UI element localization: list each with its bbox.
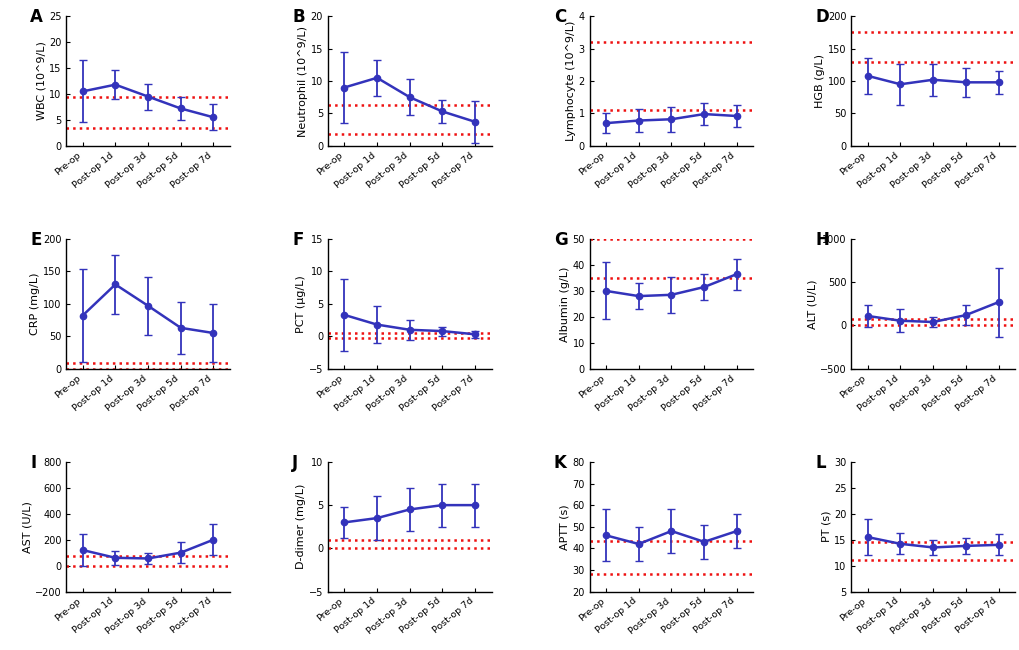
- Y-axis label: AST (U/L): AST (U/L): [22, 500, 32, 552]
- Y-axis label: APTT (s): APTT (s): [559, 504, 569, 549]
- Y-axis label: PT (s): PT (s): [820, 511, 830, 543]
- Text: B: B: [291, 8, 305, 27]
- Text: J: J: [291, 454, 298, 472]
- Text: K: K: [553, 454, 566, 472]
- Y-axis label: Neutrophil (10^9/L): Neutrophil (10^9/L): [298, 25, 308, 136]
- Text: H: H: [814, 231, 828, 250]
- Text: L: L: [814, 454, 825, 472]
- Y-axis label: ALT (U/L): ALT (U/L): [806, 279, 816, 329]
- Y-axis label: CRP (mg/L): CRP (mg/L): [31, 272, 40, 335]
- Y-axis label: Lymphocyte (10^9/L): Lymphocyte (10^9/L): [566, 21, 575, 141]
- Text: G: G: [553, 231, 567, 250]
- Text: C: C: [553, 8, 566, 27]
- Y-axis label: PCT (μg/L): PCT (μg/L): [296, 275, 306, 333]
- Y-axis label: HGB (g/L): HGB (g/L): [814, 54, 824, 108]
- Y-axis label: WBC (10^9/L): WBC (10^9/L): [36, 42, 46, 120]
- Text: E: E: [31, 231, 42, 250]
- Text: D: D: [814, 8, 828, 27]
- Text: F: F: [291, 231, 303, 250]
- Text: I: I: [31, 454, 37, 472]
- Text: A: A: [31, 8, 43, 27]
- Y-axis label: D-dimer (mg/L): D-dimer (mg/L): [296, 484, 306, 569]
- Y-axis label: Albumin (g/L): Albumin (g/L): [559, 266, 569, 341]
